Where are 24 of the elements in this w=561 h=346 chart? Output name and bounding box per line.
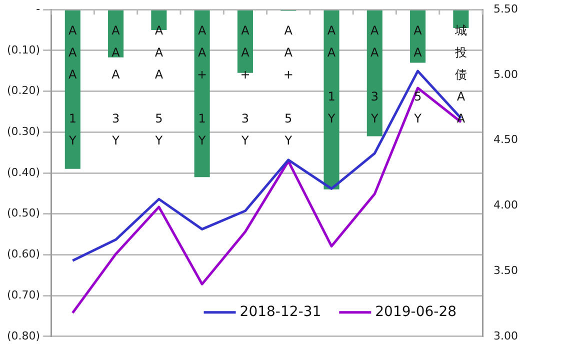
category-label: AA 1Y	[327, 24, 336, 126]
y2-tick-label: 4.50	[494, 133, 518, 146]
category-label: AA+ 5Y	[283, 24, 294, 148]
y-tick-label: (0.50)	[6, 206, 40, 220]
y2-tick-label: 5.00	[494, 68, 518, 81]
y-tick-label: (0.10)	[6, 43, 40, 56]
y-tick-label: (0.70)	[6, 288, 40, 302]
category-label: AAA 1Y	[68, 24, 77, 148]
y2-tick-label: 5.50	[494, 2, 518, 16]
y2-tick-label: 3.00	[494, 329, 518, 342]
y-tick-label: (0.80)	[6, 329, 40, 342]
category-label: AA 3Y	[370, 24, 379, 126]
y-tick-label: (0.20)	[6, 84, 40, 98]
category-label: AAA 3Y	[112, 24, 120, 148]
y-tick-label: -	[36, 2, 40, 16]
legend-label: 2018-12-31	[240, 304, 322, 320]
category-label: AA 5Y	[414, 24, 422, 126]
legend-label: 2019-06-28	[375, 304, 457, 320]
category-label: AA+ 1Y	[197, 24, 208, 148]
y-tick-label: (0.30)	[6, 125, 40, 138]
y2-tick-label: 3.50	[494, 264, 518, 277]
y-tick-label: (0.60)	[6, 248, 40, 261]
y-tick-label: (0.40)	[6, 166, 40, 179]
y2-tick-label: 4.00	[494, 198, 518, 212]
